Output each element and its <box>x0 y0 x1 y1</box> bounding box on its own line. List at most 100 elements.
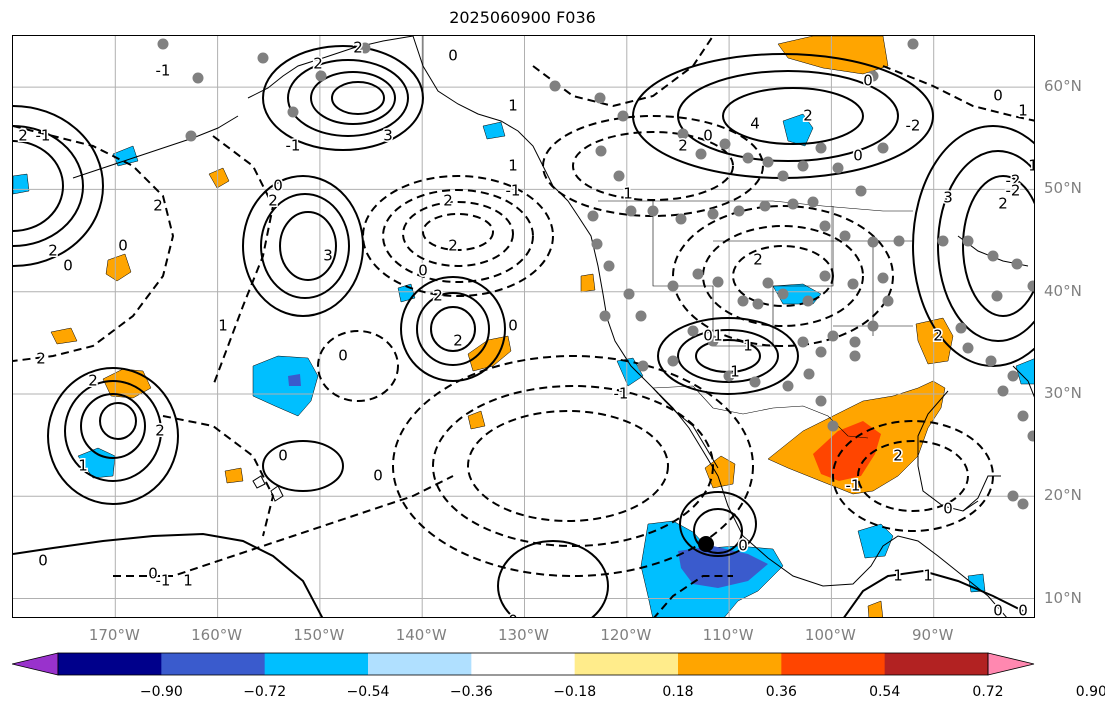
contour-value-label: 2 <box>433 287 443 305</box>
station-dot <box>257 52 269 64</box>
coastline-gulf <box>917 390 979 512</box>
station-dot <box>613 170 625 182</box>
contour-labels: 0000000000000000000002222222222222222222… <box>17 37 1035 619</box>
contour-high-us-sw-1 <box>657 317 799 395</box>
contour-value-label: 2 <box>938 617 948 619</box>
political-borders <box>422 36 913 439</box>
station-dot <box>719 138 731 150</box>
shade-strong-negative-small <box>288 374 301 386</box>
latitude-label: 60°N <box>1044 77 1082 96</box>
colorbar-tick-label: −0.36 <box>449 684 493 700</box>
contour-value-label: 2 <box>453 332 463 350</box>
station-dot <box>759 200 771 212</box>
latitude-label: 40°N <box>1044 281 1082 300</box>
contour-value-label: -1 <box>846 477 861 495</box>
contour-value-label: 1 <box>78 457 88 475</box>
colorbar-outline <box>57 652 989 676</box>
map-canvas[interactable]: 0000000000000000000002222222222222222222… <box>13 36 1035 618</box>
coastline-florida <box>1012 365 1034 398</box>
colorbar <box>12 652 1035 676</box>
contour-value-label: 0 <box>1018 602 1028 619</box>
contour-long-dashed-5 <box>882 65 1034 122</box>
station-dot <box>707 208 719 220</box>
contour-value-label: 0 <box>508 317 518 335</box>
contour-high-alaska-1 <box>262 45 424 151</box>
longitude-label: 120°W <box>600 626 652 644</box>
colorbar-tick-label: −0.54 <box>346 684 390 700</box>
contour-value-label: 0 <box>273 177 283 195</box>
contour-long-dashed-3 <box>113 475 454 577</box>
shade-positive-texas <box>915 317 954 365</box>
contour-value-label: 2 <box>268 192 278 210</box>
map-panel[interactable]: 0000000000000000000002222222222222222222… <box>12 35 1035 618</box>
contour-value-label: 2 <box>153 197 163 215</box>
contour-low-pacific-2 <box>382 189 534 283</box>
contour-value-label: 3 <box>943 189 953 207</box>
station-dot <box>157 38 169 50</box>
station-dot <box>777 288 789 300</box>
station-dot <box>635 310 647 322</box>
colorbar-extend-max <box>987 652 1035 676</box>
station-dot <box>762 156 774 168</box>
station-dot <box>787 198 799 210</box>
station-dot <box>777 170 789 182</box>
contour-long-dashed-1 <box>212 135 275 387</box>
station-dot <box>625 205 637 217</box>
contour-high-pacific-1 <box>242 175 364 317</box>
contour-value-label: 2 <box>893 447 903 465</box>
contour-high-mexico-1 <box>679 491 757 557</box>
shade-negative-small-1 <box>616 357 644 387</box>
contour-value-label: 0 <box>338 347 348 365</box>
latitude-label: 30°N <box>1044 383 1082 402</box>
contour-high-pacific-3 <box>279 211 337 281</box>
contour-value-label: 0 <box>63 257 73 275</box>
contour-low-east-3 <box>962 175 1034 317</box>
station-dot <box>782 380 794 392</box>
station-dot <box>695 148 707 160</box>
shade-positive-small-6 <box>867 600 884 617</box>
latitude-label: 50°N <box>1044 179 1082 198</box>
shade-positive-small-1 <box>208 167 230 189</box>
colorbar-tick-label: 0.54 <box>869 684 901 700</box>
contour-value-label: -1 <box>286 137 301 155</box>
contour-high-canada-2 <box>677 70 899 162</box>
contour-high-pacific-2 <box>260 193 350 299</box>
station-dot <box>802 295 814 307</box>
station-dot <box>742 152 754 164</box>
station-dot <box>907 38 919 50</box>
contour-value-label: 2 <box>88 372 98 390</box>
contour-low-plains-1 <box>672 205 894 347</box>
contour-value-label: 1 <box>1018 102 1028 120</box>
station-dot <box>687 325 699 337</box>
contour-value-label: 0 <box>738 537 748 555</box>
contour-value-label: -2 <box>1006 172 1021 190</box>
colorbar-segment <box>574 653 679 675</box>
coastline-aleutians <box>72 115 239 179</box>
contour-value-label: 0 <box>853 147 863 165</box>
station-dot <box>962 235 974 247</box>
station-dot <box>591 238 603 250</box>
contour-low-east-2 <box>937 150 1034 342</box>
contour-value-label: 0 <box>993 87 1003 105</box>
contour-value-label: 1 <box>623 185 633 203</box>
station-dot <box>849 336 861 348</box>
colorbar-extend-min <box>12 652 59 676</box>
contour-value-label: 2 <box>933 327 943 345</box>
contour-value-label: 2 <box>753 251 763 269</box>
station-dot <box>797 160 809 172</box>
colorbar-segment <box>58 653 162 675</box>
colorbar-tick-label: −0.72 <box>243 684 287 700</box>
station-dot <box>637 360 649 372</box>
shade-negative-alaska <box>782 113 814 147</box>
contour-value-label: 2 <box>48 242 58 260</box>
contour-value-label: 1 <box>1028 157 1035 175</box>
contour-high-west-4 <box>99 402 137 440</box>
contour-value-label: 0 <box>148 565 158 583</box>
contour-value-label: 4 <box>750 115 760 133</box>
station-dot <box>603 260 615 272</box>
station-dot <box>849 350 861 362</box>
station-dot <box>987 250 999 262</box>
contour-value-label: -2 <box>906 117 921 135</box>
station-dot <box>827 420 839 432</box>
longitude-label: 110°W <box>702 626 754 644</box>
